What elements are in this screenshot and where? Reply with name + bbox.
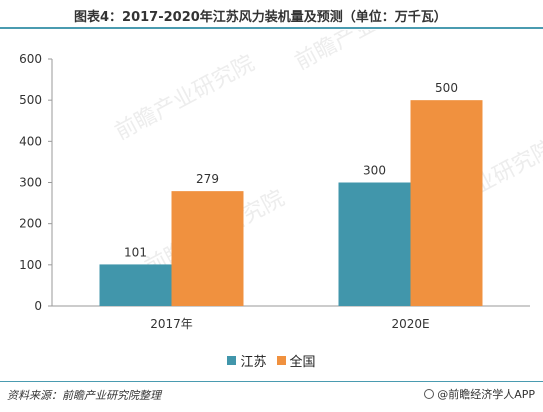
bar-chart: 前瞻产业研究院前瞻产业研究院前瞻产业研究院前瞻产业研究院 01002003004… (19, 30, 543, 331)
y-tick-label: 300 (19, 176, 42, 190)
y-tick-label: 100 (19, 258, 42, 272)
y-tick-group: 0 100 200 300 400 500 600 (19, 52, 52, 313)
y-tick-label: 600 (19, 52, 42, 66)
y-tick-label: 200 (19, 217, 42, 231)
data-label: 500 (435, 81, 458, 95)
bar-group: 101 279 300 500 (99, 81, 483, 307)
legend-swatch-jiangsu (227, 355, 237, 365)
bar-jiangsu-1 (338, 182, 411, 306)
legend-item-national: 全国 (276, 351, 316, 370)
y-tick-label: 500 (19, 93, 42, 107)
x-tick-label: 2017年 (150, 317, 193, 331)
y-tick-label: 0 (34, 299, 42, 313)
legend-label-jiangsu: 江苏 (240, 354, 267, 370)
data-label: 101 (124, 245, 147, 259)
brand-label: @前瞻经济学人APP (437, 388, 535, 401)
source-note: 资料来源：前瞻产业研究院整理 (7, 389, 161, 402)
x-label-group: 2017年 2020E (150, 317, 429, 331)
watermark-text: 前瞻产业研究院 (291, 30, 439, 75)
title-rule (0, 27, 543, 29)
x-tick-label: 2020E (391, 317, 429, 331)
y-tick-label: 400 (19, 134, 42, 148)
chart-title: 图表4：2017-2020年江苏风力装机量及预测（单位：万千瓦） (74, 10, 447, 25)
bar-national-1 (410, 100, 483, 307)
bar-national-0 (171, 191, 244, 306)
legend-item-jiangsu: 江苏 (227, 351, 267, 370)
legend-label-national: 全国 (289, 354, 316, 370)
legend: 江苏 全国 (0, 350, 543, 370)
data-label: 279 (196, 172, 219, 186)
watermark-text: 前瞻产业研究院 (111, 51, 259, 145)
footer-rule (0, 381, 543, 382)
brand-logo-icon (424, 389, 435, 399)
legend-swatch-national (276, 355, 286, 365)
data-label: 300 (363, 164, 386, 178)
brand-credit: @前瞻经济学人APP (424, 386, 535, 402)
bar-jiangsu-0 (99, 264, 172, 306)
